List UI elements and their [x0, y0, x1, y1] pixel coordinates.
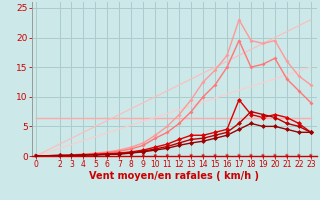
X-axis label: Vent moyen/en rafales ( km/h ): Vent moyen/en rafales ( km/h ): [89, 171, 260, 181]
